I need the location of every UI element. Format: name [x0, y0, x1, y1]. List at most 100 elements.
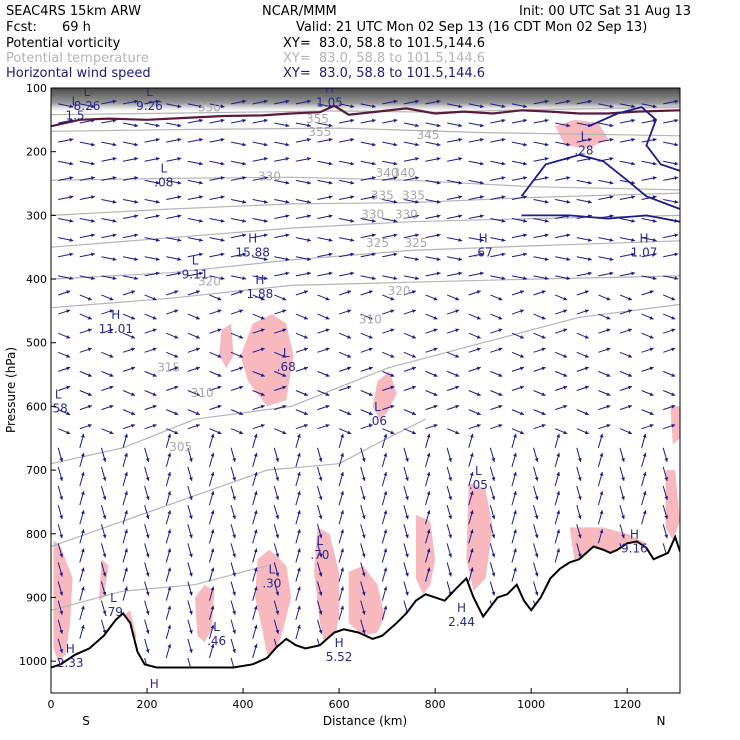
wind-vector-head: [383, 452, 388, 457]
wind-vector-head: [102, 572, 107, 577]
theta-label: 340: [392, 166, 415, 180]
wind-vector-head: [448, 496, 453, 501]
wind-vector-head: [174, 309, 179, 314]
center-title: NCAR/MMM: [262, 4, 337, 19]
wind-vector-head: [81, 624, 85, 629]
wind-vector-head: [393, 176, 398, 180]
wind-vector-head: [674, 233, 679, 238]
wind-vector-head: [124, 567, 128, 572]
wind-vector-head: [217, 385, 222, 390]
wind-vector-head: [189, 496, 193, 501]
wind-vector-head: [59, 496, 64, 501]
wind-vector-head: [239, 385, 244, 390]
wind-vector-head: [167, 433, 172, 438]
wind-vector-head: [476, 424, 481, 428]
wind-vector-head: [415, 276, 419, 281]
wind-vector-head: [411, 354, 416, 358]
wind-vector-head: [368, 411, 373, 416]
wind-vector-head: [195, 335, 200, 339]
wind-vector-head: [81, 548, 85, 553]
wind-vector-head: [59, 477, 64, 481]
wind-vector-head: [671, 347, 676, 352]
wind-vector-head: [260, 347, 265, 352]
y-tick-label: 100: [26, 82, 47, 95]
extremum-value: .79: [104, 605, 123, 619]
wind-vector-head: [642, 510, 647, 515]
wind-vector-head: [155, 123, 160, 128]
wind-vector-head: [498, 404, 503, 409]
wind-vector-head: [325, 404, 330, 409]
wind-vector-head: [134, 123, 139, 128]
wind-vector-head: [458, 214, 463, 219]
field-name-wind: Horizontal wind speed: [6, 66, 151, 81]
wind-vector-head: [674, 142, 679, 147]
wind-vector-head: [282, 309, 287, 314]
wind-vector-head: [285, 199, 290, 204]
wind-vector-head: [131, 411, 136, 416]
wind-vector-head: [631, 118, 635, 123]
wind-vector-head: [491, 591, 496, 596]
wind-vector-head: [199, 271, 203, 276]
wind-vector-head: [177, 257, 182, 261]
wind-vector-head: [69, 276, 74, 281]
wind-vector-head: [242, 233, 247, 238]
wind-vector-head: [556, 548, 561, 553]
wind-vector-head: [405, 591, 409, 596]
wind-vector-head: [383, 529, 388, 534]
wind-vector-head: [544, 257, 549, 261]
wind-vector-head: [69, 218, 74, 223]
wind-vector-head: [307, 157, 311, 161]
wind-vector-head: [350, 104, 355, 109]
wind-vector-head: [544, 118, 549, 123]
wind-vector-head: [220, 176, 225, 180]
wind-vector-head: [544, 176, 549, 180]
wind-vector-head: [649, 315, 654, 320]
wind-vector-head: [217, 354, 222, 358]
wind-vector-head: [155, 99, 160, 104]
wind-vector-head: [242, 142, 247, 147]
wind-vector-head: [285, 257, 290, 261]
wind-vector-head: [520, 366, 524, 371]
wind-vector-head: [606, 404, 611, 409]
extremum-marker: L: [192, 254, 199, 268]
wind-vector-head: [501, 195, 506, 200]
wind-vector-head: [566, 214, 571, 219]
wind-vector-head: [253, 548, 258, 553]
wind-vector-head: [90, 233, 95, 238]
wind-vector-head: [232, 553, 236, 558]
wind-vector-head: [631, 195, 635, 200]
wind-vector-head: [411, 366, 416, 371]
wind-vector-head: [102, 610, 107, 615]
forecast-hours: 69 h: [62, 20, 91, 35]
wind-vector-head: [210, 472, 215, 476]
wind-vector-head: [469, 567, 474, 572]
wind-vector-head: [383, 491, 388, 496]
wind-vector-head: [476, 411, 481, 416]
wind-vector-head: [174, 385, 179, 390]
wind-vector-head: [232, 534, 236, 539]
wind-vector-head: [671, 424, 676, 428]
wind-vector-head: [415, 157, 419, 161]
wind-vector-head: [152, 392, 157, 396]
wind-vector-head: [152, 347, 157, 352]
wind-vector-head: [501, 137, 506, 142]
wind-vector-head: [513, 548, 517, 553]
wind-vector-head: [217, 404, 222, 409]
wind-vector-head: [556, 529, 561, 534]
wind-vector-head: [361, 572, 366, 577]
wind-vector-head: [263, 142, 268, 147]
wind-vector-head: [631, 180, 635, 185]
wind-vector-head: [109, 309, 114, 314]
wind-vector-head: [361, 629, 366, 634]
wind-vector-head: [112, 142, 117, 147]
wind-vector-head: [328, 271, 333, 276]
wind-vector-head: [112, 118, 117, 123]
wind-vector-head: [491, 457, 496, 462]
wind-vector-head: [671, 373, 676, 377]
wind-vector-head: [479, 137, 484, 142]
wind-vector-head: [393, 99, 398, 104]
wind-vector-head: [587, 214, 592, 219]
wind-vector-head: [556, 472, 561, 476]
wind-vector-head: [393, 142, 398, 147]
wind-vector-head: [318, 591, 323, 596]
